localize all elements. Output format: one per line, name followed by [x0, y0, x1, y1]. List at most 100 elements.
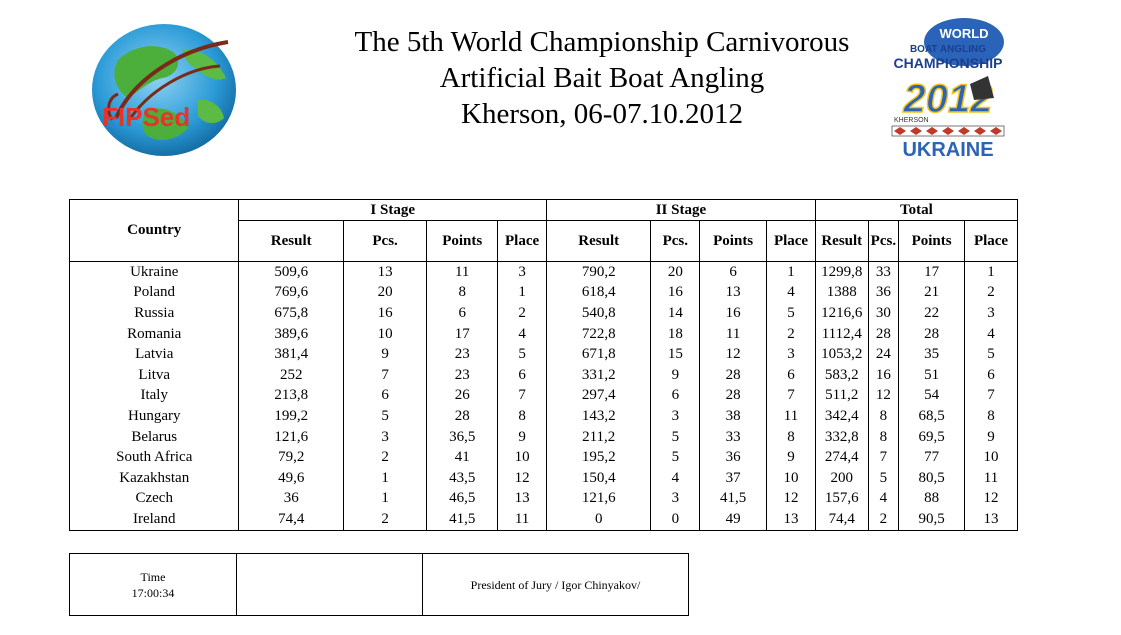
column-header: Place	[766, 220, 816, 262]
value-cell: 35	[898, 344, 965, 365]
time-value: 17:00:34	[131, 585, 175, 600]
value-cell: 157,6	[814, 488, 869, 510]
value-cell: 769,6	[238, 282, 344, 304]
column-header: Place	[497, 220, 547, 262]
value-cell: 10	[497, 447, 547, 468]
country-cell: Kazakhstan	[68, 467, 239, 489]
value-cell: 5	[650, 447, 700, 468]
country-cell: Italy	[68, 385, 239, 407]
value-cell: 6	[426, 303, 498, 324]
table-row: Russia 675,8 16 6 2 540,8 14 16 5 1216,6 30 22 3	[68, 303, 1018, 324]
value-cell: 4	[964, 323, 1018, 345]
value-cell: 49,6	[238, 467, 344, 489]
value-cell: 252	[238, 364, 344, 386]
value-cell: 2	[964, 282, 1018, 304]
value-cell: 90,5	[898, 509, 965, 531]
value-cell: 41	[426, 447, 498, 468]
value-cell: 28	[699, 364, 767, 386]
table-row: Hungary 199,2 5 28 8 143,2 3 38 11 342,4 8 68,5 8	[68, 406, 1018, 427]
value-cell: 49	[699, 509, 767, 531]
value-cell: 11	[426, 261, 498, 283]
value-cell: 3	[497, 261, 547, 283]
value-cell: 150,4	[545, 467, 651, 489]
value-cell: 2	[497, 303, 547, 324]
value-cell: 3	[766, 344, 816, 365]
value-cell: 7	[867, 447, 899, 468]
value-cell: 17	[426, 323, 498, 345]
value-cell: 1	[766, 261, 816, 283]
value-cell: 5	[650, 426, 700, 448]
value-cell: 2	[342, 447, 427, 468]
value-cell: 36	[238, 488, 344, 510]
empty-cell	[237, 554, 423, 615]
value-cell: 20	[650, 261, 700, 283]
value-cell: 41,5	[426, 509, 498, 531]
value-cell: 15	[650, 344, 700, 365]
value-cell: 10	[964, 447, 1018, 468]
value-cell: 509,6	[238, 261, 344, 283]
column-header: Result	[814, 220, 869, 262]
value-cell: 16	[699, 303, 767, 324]
value-cell: 11	[497, 509, 547, 531]
value-cell: 8	[964, 406, 1018, 427]
table-row: Czech 36 1 46,5 13 121,6 3 41,5 12 157,6 4 88 12	[68, 488, 1018, 510]
value-cell: 12	[699, 344, 767, 365]
value-cell: 12	[766, 488, 816, 510]
logo-word-world: WORLD	[939, 26, 988, 41]
value-cell: 30	[867, 303, 899, 324]
total-header: Total	[814, 199, 1019, 221]
table-row: Litva 252 7 23 6 331,2 9 28 6 583,2 16 51 6	[68, 364, 1018, 386]
value-cell: 121,6	[238, 426, 344, 448]
value-cell: 3	[650, 406, 700, 427]
value-cell: 14	[650, 303, 700, 324]
value-cell: 8	[867, 406, 899, 427]
value-cell: 74,4	[814, 509, 869, 531]
table-row: Ireland 74,4 2 41,5 11 0 0 49 13 74,4 2 90,5 13	[68, 509, 1018, 531]
value-cell: 5	[867, 467, 899, 489]
country-cell: Ukraine	[68, 261, 239, 283]
value-cell: 0	[650, 509, 700, 531]
value-cell: 331,2	[545, 364, 651, 386]
value-cell: 22	[898, 303, 965, 324]
value-cell: 13	[342, 261, 427, 283]
column-header: Result	[238, 220, 344, 262]
value-cell: 33	[867, 261, 899, 283]
stage1-header: I Stage	[238, 199, 547, 221]
value-cell: 381,4	[238, 344, 344, 365]
value-cell: 389,6	[238, 323, 344, 345]
value-cell: 23	[426, 364, 498, 386]
value-cell: 342,4	[814, 406, 869, 427]
value-cell: 722,8	[545, 323, 651, 345]
value-cell: 16	[867, 364, 899, 386]
value-cell: 195,2	[545, 447, 651, 468]
stage2-header: II Stage	[545, 199, 816, 221]
value-cell: 332,8	[814, 426, 869, 448]
value-cell: 4	[766, 282, 816, 304]
value-cell: 7	[497, 385, 547, 407]
value-cell: 20	[342, 282, 427, 304]
value-cell: 5	[342, 406, 427, 427]
fipsed-logo: FIPSed	[92, 24, 236, 156]
value-cell: 10	[766, 467, 816, 489]
value-cell: 16	[342, 303, 427, 324]
value-cell: 28	[699, 385, 767, 407]
value-cell: 1388	[814, 282, 869, 304]
value-cell: 11	[766, 406, 816, 427]
value-cell: 8	[867, 426, 899, 448]
value-cell: 8	[426, 282, 498, 304]
value-cell: 1053,2	[814, 344, 869, 365]
value-cell: 1	[497, 282, 547, 304]
value-cell: 77	[898, 447, 965, 468]
logo-country: UKRAINE	[902, 139, 993, 160]
value-cell: 7	[342, 364, 427, 386]
logo-city: KHERSON	[894, 117, 929, 124]
value-cell: 9	[342, 344, 427, 365]
value-cell: 21	[898, 282, 965, 304]
value-cell: 6	[964, 364, 1018, 386]
table-row: Italy 213,8 6 26 7 297,4 6 28 7 511,2 12 54 7	[68, 385, 1018, 407]
country-cell: Litva	[68, 364, 239, 386]
value-cell: 51	[898, 364, 965, 386]
value-cell: 1112,4	[814, 323, 869, 345]
value-cell: 9	[964, 426, 1018, 448]
footer-box: Time 17:00:34 President of Jury / Igor C…	[69, 553, 689, 616]
